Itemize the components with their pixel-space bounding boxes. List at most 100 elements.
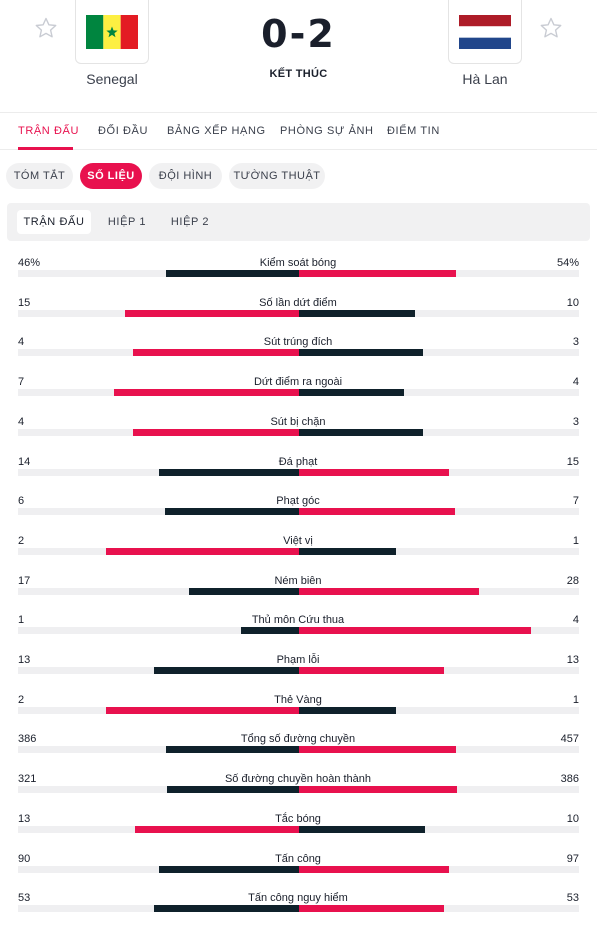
stat-away-value: 4 (572, 376, 579, 388)
stat-label: Sút bị chặn (270, 416, 326, 428)
stat-home-value: 17 (18, 575, 31, 587)
stat-away-value: 4 (572, 614, 579, 626)
stat-home-value: 15 (18, 297, 31, 309)
stat-label: Tổng số đường chuyền (240, 733, 356, 745)
stat-row: 2 Việt vị 1 (0, 535, 597, 565)
stat-away-value: 97 (566, 853, 579, 865)
stat-label: Đá phạt (278, 456, 318, 468)
subtab-lineups[interactable]: ĐỘI HÌNH (149, 163, 222, 189)
stat-row: 1 Thủ môn Cứu thua 4 (0, 614, 597, 644)
stat-home-value: 46% (18, 257, 41, 269)
stat-home-value: 2 (18, 535, 25, 547)
stat-row: 14 Đá phạt 15 (0, 456, 597, 486)
stat-row: 90 Tấn công 97 (0, 853, 597, 883)
stat-label: Phạm lỗi (276, 654, 320, 666)
stat-away-bar (299, 707, 396, 714)
stat-home-bar (133, 349, 299, 356)
stat-away-value: 10 (566, 297, 579, 309)
stat-away-bar (299, 469, 449, 476)
stat-label: Số đường chuyền hoàn thành (224, 773, 372, 785)
nav-tab-standings[interactable]: BẢNG XẾP HẠNG (167, 125, 266, 137)
stat-row: 7 Dứt điểm ra ngoài 4 (0, 376, 597, 406)
stat-away-bar (299, 349, 423, 356)
subtab-summary[interactable]: TÓM TẮT (6, 163, 73, 189)
stat-away-value: 1 (572, 694, 579, 706)
stat-home-bar (165, 508, 299, 515)
active-tab-indicator (18, 147, 73, 150)
home-team-name[interactable]: Senegal (86, 71, 138, 87)
stat-row: 4 Sút trúng đích 3 (0, 336, 597, 366)
stat-away-value: 15 (566, 456, 579, 468)
stat-away-value: 53 (566, 892, 579, 904)
stat-home-value: 321 (18, 773, 37, 785)
stat-home-bar (133, 429, 299, 436)
netherlands-flag-icon (459, 14, 511, 49)
stat-label: Ném biên (274, 575, 322, 587)
stat-label: Việt vị (283, 535, 313, 547)
stat-home-value: 14 (18, 456, 31, 468)
subtab-commentary[interactable]: TƯỜNG THUẬT (229, 163, 325, 189)
stat-home-bar (241, 627, 299, 634)
favorite-home-star-icon[interactable] (34, 16, 58, 40)
stat-away-value: 3 (572, 336, 579, 348)
stat-away-bar (299, 905, 444, 912)
stat-home-value: 13 (18, 813, 31, 825)
stat-away-value: 10 (566, 813, 579, 825)
stat-away-bar (299, 389, 404, 396)
stat-row: 53 Tấn công nguy hiểm 53 (0, 892, 597, 922)
nav-tab-photo-gallery[interactable]: PHÒNG SỰ ẢNH (280, 125, 374, 137)
period-second-half[interactable]: HIỆP 2 (170, 216, 210, 228)
stat-home-value: 386 (18, 733, 37, 745)
stat-away-bar (299, 667, 444, 674)
away-team-name[interactable]: Hà Lan (462, 71, 508, 87)
stat-row: 6 Phạt góc 7 (0, 495, 597, 525)
stat-row: 13 Tắc bóng 10 (0, 813, 597, 843)
stat-away-bar (299, 866, 449, 873)
stat-away-value: 457 (560, 733, 579, 745)
subtab-statistics[interactable]: SỐ LIỆU (80, 163, 142, 189)
stat-home-bar (189, 588, 299, 595)
stat-home-value: 7 (18, 376, 25, 388)
nav-tab-match[interactable]: TRẬN ĐẤU (18, 125, 80, 137)
stat-home-bar (154, 667, 299, 674)
match-status: KẾT THÚC (269, 68, 328, 80)
nav-tab-head-to-head[interactable]: ĐỐI ĐẦU (98, 125, 149, 137)
stat-home-value: 4 (18, 416, 25, 428)
stat-away-bar (299, 508, 455, 515)
stat-home-value: 90 (18, 853, 31, 865)
stat-row: 4 Sút bị chặn 3 (0, 416, 597, 446)
period-full-match[interactable]: TRẬN ĐẤU (17, 210, 91, 234)
stat-home-value: 4 (18, 336, 25, 348)
stat-row: 13 Phạm lỗi 13 (0, 654, 597, 684)
stat-home-bar (166, 746, 299, 753)
stat-away-value: 28 (566, 575, 579, 587)
stat-home-bar (106, 707, 299, 714)
stat-label: Tấn công (275, 853, 321, 865)
stat-home-bar (166, 270, 299, 277)
stat-away-bar (299, 826, 425, 833)
match-header: Senegal 0-2 KẾT THÚC Hà Lan (0, 0, 597, 113)
stat-row: 46% Kiểm soát bóng 54% (0, 257, 597, 287)
stat-home-bar (125, 310, 299, 317)
stat-home-bar (159, 866, 299, 873)
away-team-flag[interactable] (448, 0, 522, 64)
stat-home-bar (159, 469, 299, 476)
stat-away-bar (299, 786, 457, 793)
stat-away-bar (299, 270, 456, 277)
stat-home-bar (106, 548, 299, 555)
stat-away-value: 3 (572, 416, 579, 428)
stat-home-bar (114, 389, 299, 396)
stat-label: Tắc bóng (275, 813, 321, 825)
stat-home-value: 1 (18, 614, 25, 626)
stat-row: 17 Ném biên 28 (0, 575, 597, 605)
stat-away-bar (299, 429, 423, 436)
home-team-flag[interactable] (75, 0, 149, 64)
stat-away-bar (299, 548, 396, 555)
stat-home-value: 2 (18, 694, 25, 706)
period-first-half[interactable]: HIỆP 1 (107, 216, 147, 228)
nav-tab-news[interactable]: ĐIỂM TIN (387, 125, 440, 137)
stat-away-bar (299, 588, 479, 595)
favorite-away-star-icon[interactable] (539, 16, 563, 40)
stat-label: Phạt góc (276, 495, 320, 507)
